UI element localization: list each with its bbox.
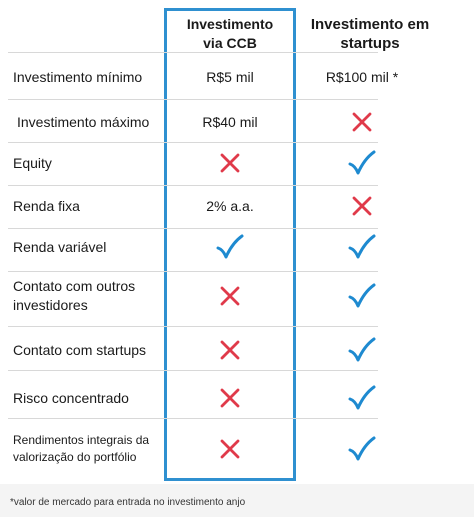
row-divider (8, 271, 378, 272)
check-icon (216, 233, 244, 261)
ccb-column-highlight (164, 8, 296, 481)
table-row: Renda fixa 2% a.a. (0, 187, 474, 225)
table-row: Renda variável (0, 228, 474, 266)
cross-icon (220, 153, 240, 173)
cell-ccb (164, 228, 296, 266)
check-icon (348, 384, 376, 412)
row-divider (8, 418, 378, 419)
cross-icon (220, 286, 240, 306)
row-divider (8, 228, 378, 229)
row-label: Equity (13, 154, 52, 171)
check-icon (348, 282, 376, 310)
row-label: Investimento máximo (17, 113, 150, 130)
cell-ccb (164, 378, 296, 418)
column-header-ccb-label: Investimento via CCB (186, 16, 274, 51)
cross-icon (352, 196, 372, 216)
cell-startups (300, 187, 424, 225)
cross-icon (220, 340, 240, 360)
row-label: Renda fixa (13, 197, 80, 214)
table-row: Equity (0, 144, 474, 182)
table-row: Risco concentrado (0, 378, 474, 418)
row-divider (8, 185, 378, 186)
cell-startups (300, 330, 424, 370)
column-header-startups-label: Investimento em startups (310, 16, 430, 52)
cell-ccb: 2% a.a. (164, 187, 296, 225)
table-row: Investimento máximo R$40 mil (0, 103, 474, 141)
cell-startups (300, 228, 424, 266)
table-row: Investimento mínimo R$5 mil R$100 mil * (0, 58, 474, 96)
cell-ccb: R$40 mil (164, 103, 296, 141)
check-icon (348, 435, 376, 463)
row-label: Renda variável (13, 238, 107, 255)
cell-ccb: R$5 mil (164, 58, 296, 96)
row-divider (8, 370, 378, 371)
column-header-ccb: Investimento via CCB (164, 12, 296, 56)
cell-value: R$5 mil (206, 69, 254, 85)
row-divider (8, 326, 378, 327)
row-label: Contato com outros investidores (13, 278, 136, 313)
cell-ccb (164, 144, 296, 182)
cross-icon (220, 388, 240, 408)
footer-band (0, 484, 474, 517)
row-label: Rendimentos integrais da valorização do … (13, 433, 150, 464)
cell-startups (300, 103, 424, 141)
cell-ccb (164, 420, 296, 478)
row-label: Investimento mínimo (13, 68, 143, 85)
cell-ccb (164, 330, 296, 370)
row-label: Risco concentrado (13, 389, 129, 406)
row-divider (8, 142, 378, 143)
cross-icon (220, 439, 240, 459)
cell-startups: R$100 mil * (300, 58, 424, 96)
footnote: *valor de mercado para entrada no invest… (10, 497, 246, 508)
check-icon (348, 149, 376, 177)
cross-icon (352, 112, 372, 132)
table-row: Contato com outros investidores (0, 272, 474, 320)
cell-startups (300, 272, 424, 320)
row-divider (8, 99, 378, 100)
row-label: Contato com startups (13, 341, 147, 358)
cell-value: 2% a.a. (206, 198, 254, 214)
table-row: Rendimentos integrais da valorização do … (0, 420, 474, 478)
cell-startups (300, 144, 424, 182)
check-icon (348, 233, 376, 261)
cell-ccb (164, 272, 296, 320)
row-divider (8, 52, 378, 53)
column-header-startups: Investimento em startups (300, 12, 440, 56)
cell-value: R$100 mil * (325, 69, 399, 85)
cell-startups (300, 378, 424, 418)
cell-startups (300, 420, 424, 478)
table-row: Contato com startups (0, 330, 474, 370)
check-icon (348, 336, 376, 364)
cell-value: R$40 mil (202, 114, 258, 130)
